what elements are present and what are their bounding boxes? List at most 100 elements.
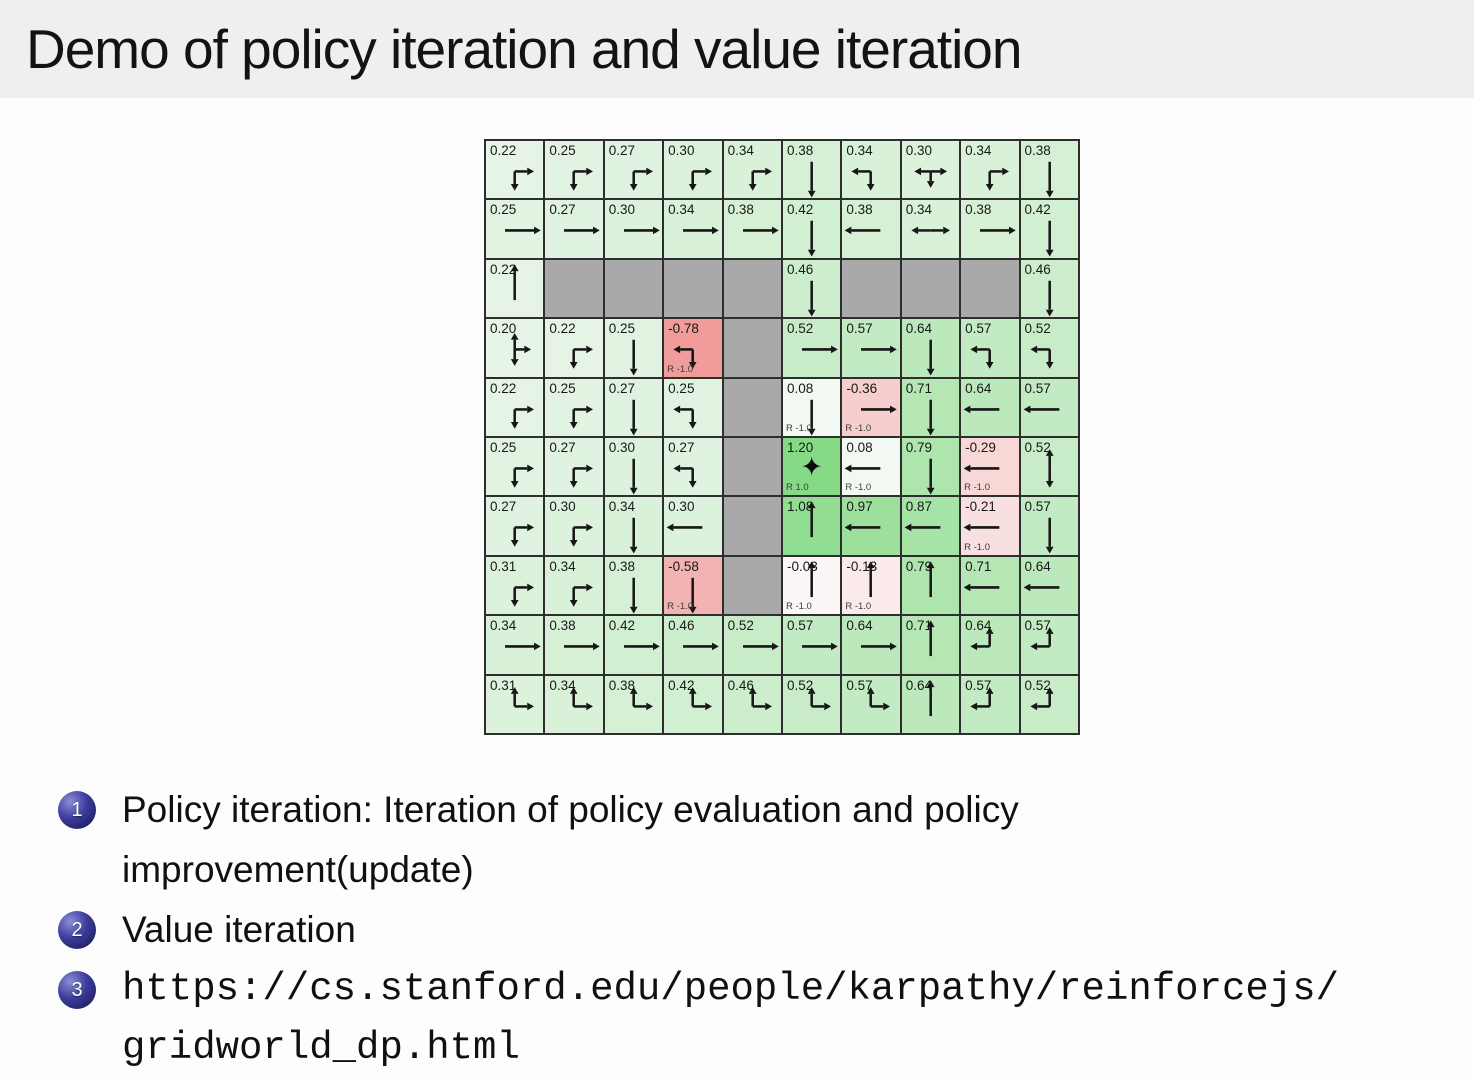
cell-value: 0.42 bbox=[1024, 202, 1051, 218]
cell-value: 0.27 bbox=[549, 202, 576, 218]
policy-arrow-icon bbox=[1045, 221, 1054, 257]
policy-arrow-icon bbox=[807, 161, 816, 198]
grid-cell: -0.36 R -1.0 bbox=[841, 377, 901, 437]
policy-arrow-icon bbox=[505, 642, 541, 651]
policy-arrow-icon bbox=[629, 339, 638, 376]
grid-cell: 1.20 ✦ R 1.0 bbox=[781, 436, 842, 497]
cell-value: 0.34 bbox=[727, 143, 754, 158]
wall-cell bbox=[603, 258, 664, 319]
cell-value: 0.34 bbox=[905, 202, 933, 218]
cell-reward-label: R -1.0 bbox=[964, 482, 990, 494]
cell-value: 0.38 bbox=[846, 202, 873, 218]
cell-value: 0.97 bbox=[846, 499, 873, 515]
grid-cell: 0.57 bbox=[781, 615, 842, 675]
cell-reward-label: R -1.0 bbox=[785, 601, 812, 613]
policy-arrow-icon bbox=[1023, 405, 1059, 413]
policy-arrow-icon bbox=[867, 686, 891, 710]
cell-value: 0.79 bbox=[905, 439, 933, 455]
cell-reward-label: R -1.0 bbox=[667, 363, 694, 375]
cell-value: 0.38 bbox=[608, 677, 636, 693]
bullet-text-line: Value iteration bbox=[122, 909, 356, 950]
policy-arrow-icon bbox=[742, 226, 779, 235]
grid-cell: 0.64 bbox=[960, 377, 1020, 437]
grid-cell: 0.27 bbox=[485, 496, 545, 556]
policy-arrow-icon bbox=[748, 686, 772, 710]
policy-arrow-icon bbox=[807, 399, 816, 436]
policy-arrow-icon bbox=[911, 226, 950, 235]
policy-arrow-icon bbox=[510, 523, 535, 548]
policy-arrow-icon bbox=[1045, 161, 1054, 198]
grid-cell: 0.64 bbox=[1019, 555, 1079, 616]
policy-arrow-icon bbox=[1045, 518, 1054, 554]
grid-cell: 0.71 bbox=[900, 377, 961, 437]
cell-value: 0.34 bbox=[846, 143, 873, 158]
policy-arrow-icon bbox=[1045, 449, 1054, 488]
cell-value: 0.52 bbox=[1024, 677, 1051, 693]
bullet-text-line: improvement(update) bbox=[122, 849, 474, 890]
grid-cell: -0.21 R -1.0 bbox=[960, 496, 1020, 556]
policy-arrow-icon bbox=[801, 642, 838, 651]
grid-cell: 0.38 bbox=[722, 199, 782, 259]
cell-value: 0.42 bbox=[608, 618, 636, 634]
grid-cell: 0.57 bbox=[1019, 377, 1079, 437]
grid-cell: 0.25 bbox=[544, 377, 604, 437]
grid-cell: 0.38 bbox=[781, 140, 842, 200]
cell-value: 0.22 bbox=[490, 261, 517, 277]
wall-cell bbox=[722, 496, 782, 556]
policy-arrow-icon bbox=[926, 561, 935, 597]
policy-arrow-icon bbox=[570, 405, 594, 429]
grid-cell: 0.46 bbox=[663, 615, 723, 675]
policy-arrow-icon bbox=[510, 583, 535, 607]
bullet-text: Policy iteration: Iteration of policy ev… bbox=[122, 780, 1019, 900]
grid-cell: 0.46 bbox=[781, 258, 842, 319]
cell-value: 0.57 bbox=[1024, 380, 1051, 396]
policy-arrow-icon bbox=[510, 333, 532, 367]
grid-cell: 0.22 bbox=[544, 318, 604, 378]
policy-arrow-icon bbox=[570, 523, 594, 548]
grid-cell: 0.34 bbox=[544, 555, 604, 616]
cell-value: 0.42 bbox=[786, 202, 814, 218]
title-bar: Demo of policy iteration and value itera… bbox=[0, 0, 1474, 98]
cell-value: 0.38 bbox=[965, 202, 992, 218]
policy-arrow-icon bbox=[1023, 583, 1059, 592]
policy-arrow-icon bbox=[914, 167, 947, 188]
wall-cell bbox=[722, 258, 782, 319]
grid-cell: 0.64 bbox=[900, 318, 961, 378]
grid-cell: -0.58 R -1.0 bbox=[663, 555, 723, 616]
policy-arrow-icon bbox=[807, 280, 816, 317]
cell-value: 0.79 bbox=[905, 558, 933, 574]
cell-reward-label: R -1.0 bbox=[785, 422, 812, 434]
grid-cell: 0.46 bbox=[1019, 258, 1079, 319]
policy-arrow-icon bbox=[1029, 627, 1054, 651]
wall-cell bbox=[841, 258, 901, 319]
cell-value: 0.52 bbox=[786, 321, 814, 337]
cell-value: 0.64 bbox=[846, 618, 873, 634]
policy-arrow-icon bbox=[666, 523, 703, 532]
policy-arrow-icon bbox=[844, 226, 881, 235]
policy-arrow-icon bbox=[844, 523, 881, 532]
policy-arrow-icon bbox=[570, 686, 594, 710]
grid-cell: 0.38 bbox=[603, 674, 664, 734]
policy-arrow-icon bbox=[570, 464, 594, 488]
grid-cell: 0.97 bbox=[841, 496, 901, 556]
grid-cell: 0.57 bbox=[960, 318, 1020, 378]
cell-value: 0.25 bbox=[668, 380, 695, 396]
bullet-item: 3 https://cs.stanford.edu/people/karpathy… bbox=[58, 960, 1458, 1078]
policy-arrow-icon bbox=[570, 583, 594, 607]
cell-value: 0.34 bbox=[549, 677, 576, 693]
grid-cell: 0.27 bbox=[603, 377, 664, 437]
cell-value: 0.87 bbox=[905, 499, 933, 515]
cell-value: 0.52 bbox=[727, 618, 754, 634]
grid-cell: 0.34 bbox=[485, 615, 545, 675]
cell-value: 0.57 bbox=[965, 677, 992, 693]
grid-cell: 0.38 bbox=[960, 199, 1020, 259]
policy-arrow-icon bbox=[1029, 345, 1054, 369]
policy-arrow-icon bbox=[570, 167, 594, 191]
grid-cell: 0.57 bbox=[1019, 615, 1079, 675]
policy-arrow-icon bbox=[510, 167, 535, 191]
wall-cell bbox=[722, 436, 782, 497]
cell-value: 0.38 bbox=[1024, 143, 1051, 158]
grid-cell: 0.52 bbox=[722, 615, 782, 675]
wall-cell bbox=[722, 555, 782, 616]
bullet-number-ball: 1 bbox=[58, 791, 96, 829]
